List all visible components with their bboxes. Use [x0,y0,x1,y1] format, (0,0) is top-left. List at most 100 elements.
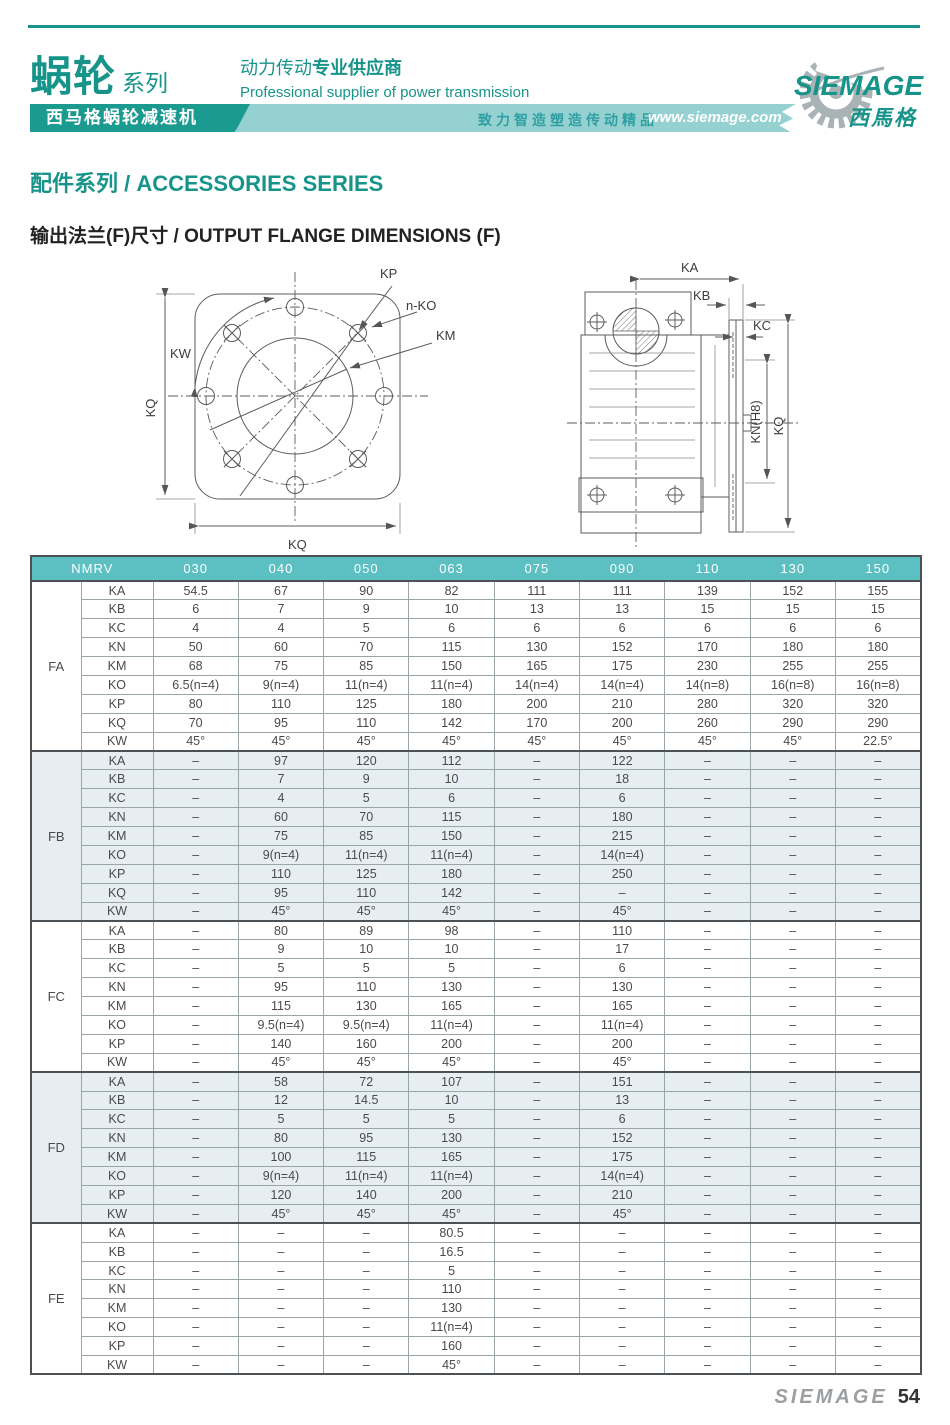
value-cell: 45° [237,901,325,922]
param-label: KM [80,1147,154,1168]
value-cell: 151 [578,1071,666,1092]
group-label-fb: FB [30,750,82,922]
value-cell: – [237,1279,325,1300]
value-cell: – [152,844,239,865]
table-row-fc-ko: KO –9.5(n=4) 9.5(n=4) 11(n=4) –11(n=4) – – – [31,1014,922,1035]
value-cell: 125 [323,863,410,884]
value-cell: 6 [408,788,495,809]
table-row-fb-kw: KW –45° 45° 45° –45° – – – [31,901,922,922]
value-cell: 170 [493,712,581,733]
value-cell: – [664,1052,751,1073]
value-cell: 13 [493,599,581,620]
value-cell: 6 [749,618,836,639]
value-cell: – [664,1185,751,1205]
value-cell: 17 [578,939,666,960]
param-label: KA [80,750,154,771]
value-cell: 85 [323,656,410,676]
value-cell: 152 [749,580,836,601]
value-cell: – [664,1071,751,1092]
value-cell: – [749,1128,836,1149]
param-label: KC [80,958,154,979]
value-cell: 230 [664,656,751,676]
value-cell: 22.5° [834,731,922,752]
value-cell: – [323,1279,410,1300]
value-cell: 175 [578,1147,666,1168]
table-row-fa-kq: KQ 70 95 110 142 170 200 260 290 290 [31,712,922,733]
value-cell: – [493,901,581,922]
dim-label-kq-left: KQ [143,399,158,418]
page-footer: SIEMAGE 54 [775,1386,921,1409]
value-cell: 130 [408,977,495,998]
value-cell: – [152,769,239,790]
value-cell: 45° [152,731,239,752]
value-cell: – [834,958,922,979]
value-cell: 60 [237,637,325,658]
value-cell: – [493,939,581,960]
table-row-fd-kp: KP –120 140 200–210– – – [31,1185,922,1205]
value-cell: – [493,958,581,979]
value-cell: 97 [237,750,325,771]
table-row-fc-kb: KB –9 10 10–17– – – [31,939,922,960]
value-cell: 120 [237,1185,325,1205]
value-cell: 6 [578,618,666,639]
value-cell: 45° [323,731,410,752]
value-cell: 45° [408,901,495,922]
value-cell: 160 [408,1336,495,1357]
value-cell: 80 [237,920,325,941]
series-name-cn: 蜗轮 [30,53,117,100]
value-cell: 5 [408,1260,495,1281]
value-cell: 14.5 [323,1090,410,1111]
value-cell: 115 [237,996,325,1016]
value-cell: – [664,1033,751,1054]
value-cell: 200 [408,1033,495,1054]
table-row-fe-kb: KB – – –16.5– – – – – [31,1241,922,1262]
value-cell: 75 [237,826,325,846]
value-cell: – [834,863,922,884]
value-cell: 4 [237,618,325,639]
value-cell: 150 [408,826,495,846]
value-cell: – [749,1185,836,1205]
value-cell: – [152,1033,239,1054]
flange-front-view-drawing: KP n-KO KM KW KQ KQ [143,266,456,552]
param-label: KO [80,674,154,695]
value-cell: – [834,1222,922,1243]
value-cell: 111 [493,580,581,601]
value-cell: 75 [237,656,325,676]
value-cell: – [237,1355,325,1375]
value-cell: – [749,1166,836,1186]
param-label: KW [80,901,154,922]
value-cell: 120 [323,750,410,771]
table-row-fd-kb: KB –12 14.5 10–13– – – [31,1090,922,1111]
value-cell: 70 [323,637,410,658]
value-cell: – [493,1336,581,1357]
value-cell: 14(n=4) [578,844,666,865]
value-cell: – [834,1241,922,1262]
value-cell: – [323,1317,410,1338]
value-cell: 9 [237,939,325,960]
size-header-150: 150 [834,555,922,582]
table-row-fa-ko: KO 6.5(n=4) 9(n=4) 11(n=4) 11(n=4) 14(n=4) 14(… [31,674,922,695]
value-cell: – [749,1336,836,1357]
value-cell: – [578,1355,666,1375]
value-cell: – [664,788,751,809]
value-cell: 90 [323,580,410,601]
value-cell: 140 [323,1185,410,1205]
value-cell: – [834,1355,922,1375]
value-cell: – [834,750,922,771]
value-cell: 7 [237,769,325,790]
series-suffix-cn: 系列 [122,70,169,96]
table-row-fc-ka: FC KA –80 89 98–110– – – [30,920,922,1073]
value-cell: 150 [408,656,495,676]
value-cell: – [664,1128,751,1149]
value-cell: – [749,769,836,790]
value-cell: – [664,996,751,1016]
param-label: KW [80,731,154,752]
table-row-fe-kn: KN – – –110– – – – – [31,1279,922,1300]
value-cell: 160 [323,1033,410,1054]
value-cell: – [323,1298,410,1319]
value-cell: – [493,1222,581,1243]
value-cell: – [493,863,581,884]
param-label: KC [80,618,154,639]
value-cell: – [834,1147,922,1168]
value-cell: 72 [323,1071,410,1092]
